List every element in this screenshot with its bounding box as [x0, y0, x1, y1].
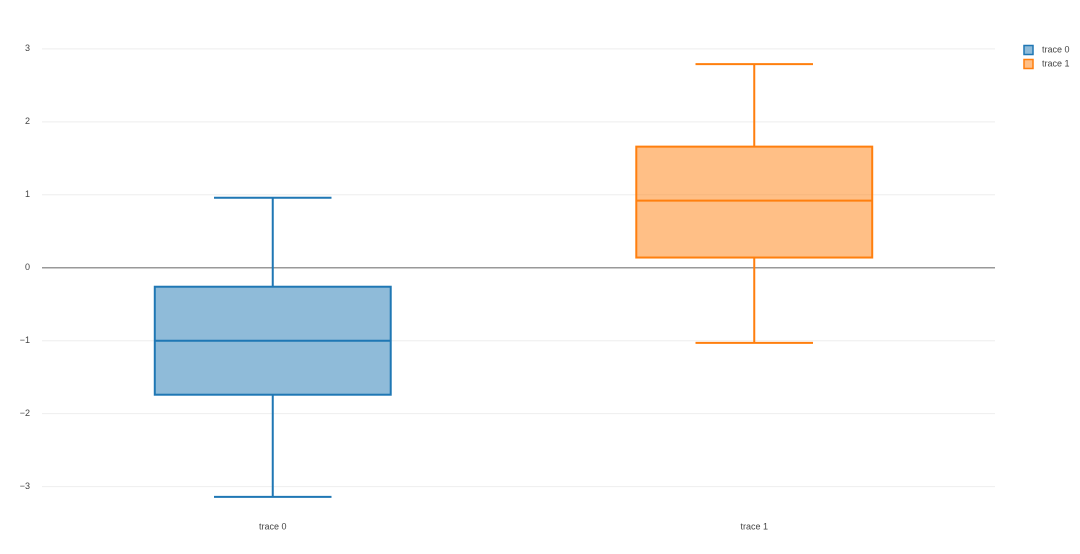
- y-tick-label: −3: [20, 481, 30, 491]
- x-tick-label: trace 0: [259, 521, 287, 531]
- y-tick-label: −1: [20, 335, 30, 345]
- y-tick-label: −2: [20, 408, 30, 418]
- y-tick-label: 3: [25, 43, 30, 53]
- y-tick-label: 1: [25, 189, 30, 199]
- legend-swatch: [1023, 58, 1034, 70]
- legend-swatch: [1023, 44, 1034, 56]
- y-tick-label: 2: [25, 116, 30, 126]
- box: [635, 145, 874, 259]
- x-tick-label: trace 1: [740, 521, 768, 531]
- legend-label: trace 0: [1042, 44, 1070, 54]
- legend-label: trace 1: [1042, 58, 1070, 68]
- y-tick-label: 0: [25, 262, 30, 272]
